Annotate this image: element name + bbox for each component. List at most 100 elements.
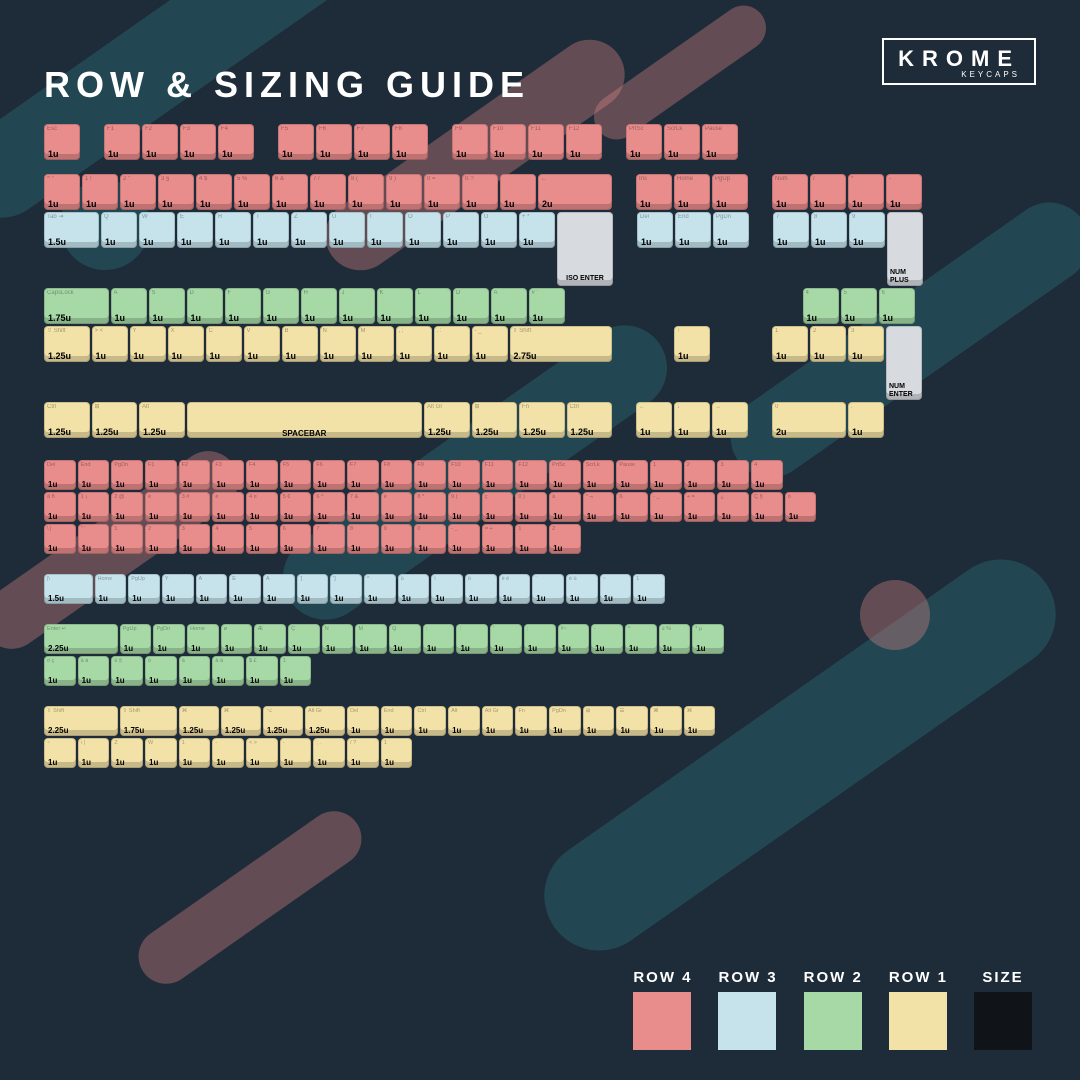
keycap: S1u [149, 288, 185, 324]
keycap: < >1u [246, 738, 278, 768]
keycap: Pause1u [616, 460, 648, 490]
keycap: ¿1u [717, 492, 749, 522]
keycap: è é1u [499, 574, 531, 604]
keycap: ä1u [179, 656, 211, 686]
legend-label: SIZE [974, 969, 1032, 986]
keycap: ç1u [482, 492, 514, 522]
keycap: Alt Gr1u [482, 706, 514, 736]
keycap: Tab ⇥1.5u [44, 212, 99, 248]
keycap: 41u [212, 524, 244, 554]
keycap: ↑1u [674, 326, 710, 362]
keycap: 51u [246, 524, 278, 554]
keycap: \ |1u [78, 738, 110, 768]
keycap: N1u [320, 326, 356, 362]
keycap: 9 )1u [386, 174, 422, 210]
keycap: 7 &1u [347, 492, 379, 522]
keycap: * µ1u [692, 624, 724, 654]
keycap: 4 ¤1u [246, 492, 278, 522]
keycap: W1u [145, 738, 177, 768]
keycap: 1 ¡1u [78, 492, 110, 522]
keycap: À1u [196, 574, 228, 604]
keycap: F61u [316, 124, 352, 160]
keycap: - _1u [650, 492, 682, 522]
keycap: é1u [381, 492, 413, 522]
main-keyboard: Esc1uF11uF21uF31uF41uF51uF61uF71uF81uF91… [44, 124, 1036, 438]
keycap: ⇧ Shift2.25u [44, 706, 118, 736]
keycap: NUM PLUS [887, 212, 923, 286]
keycap: > <1u [92, 326, 128, 362]
keycap: Ins1u [636, 174, 672, 210]
keycap: 11u [772, 326, 808, 362]
keycap: $ £1u [246, 656, 278, 686]
keycap: Ä1u [491, 288, 527, 324]
keycap: '1u [490, 624, 522, 654]
keycap: ⊞1.25u [472, 402, 518, 438]
keycap: F21u [142, 124, 178, 160]
extras-pink: Del1uEnd1uPgDn1uF11uF21uF31uF41uF51uF61u… [44, 460, 1036, 554]
keycap: ~1u [44, 738, 76, 768]
legend-item: ROW 3 [718, 969, 777, 1050]
keycap: Home1u [187, 624, 219, 654]
keycap: ü §1u [111, 656, 143, 686]
keycap: F71u [347, 460, 379, 490]
keycap: ←2u [538, 174, 612, 210]
keycap: 6 ^1u [313, 492, 345, 522]
keycap: PgDn1u [111, 460, 143, 490]
keycap: Del1u [44, 460, 76, 490]
keycap: PgUp1u [128, 574, 160, 604]
keycap: à1u [549, 492, 581, 522]
keycap: 21u [810, 326, 846, 362]
keycap: H1u [301, 288, 337, 324]
keycap: ;1u [524, 624, 556, 654]
keycap: ScrLk1u [664, 124, 700, 160]
brand-name: KROME [898, 46, 1020, 72]
keycap: V1u [244, 326, 280, 362]
keycap: F111u [482, 460, 514, 490]
keycap: 0 =1u [424, 174, 460, 210]
keycap: = +1u [482, 524, 514, 554]
keycap: ~1u [600, 574, 632, 604]
keycap: ä à1u [78, 656, 110, 686]
keycap: PgDn1u [549, 706, 581, 736]
keycap: Æ1u [254, 624, 286, 654]
keycap: T1u [253, 212, 289, 248]
keycap: - _1u [472, 326, 508, 362]
keycap: Ü1u [481, 212, 517, 248]
keycap: ß ?1u [462, 174, 498, 210]
keycap: 11u [381, 738, 413, 768]
legend-swatch [804, 992, 862, 1050]
keycap: F101u [448, 460, 480, 490]
keycap: 81u [811, 212, 847, 248]
keycap: 8 *1u [414, 492, 446, 522]
legend-item: SIZE [974, 969, 1032, 1050]
keycap: B1u [282, 326, 318, 362]
keycap: X1u [168, 326, 204, 362]
legend-label: ROW 1 [889, 969, 948, 986]
keycap: SPACEBAR [187, 402, 423, 438]
keycap: /1u [810, 174, 846, 210]
legend-item: ROW 1 [889, 969, 948, 1050]
extras-blue: |\1.5uHome1uPgUp1uÝ1uÀ1uÈ1uÅ1u'[1u']1u^1… [44, 574, 1036, 604]
keycap: 4 $1u [196, 174, 232, 210]
keycap: Ç §1u [751, 492, 783, 522]
keycap: PgUp1u [712, 174, 748, 210]
keycap: ⊞1.25u [92, 402, 138, 438]
legend-swatch [718, 992, 776, 1050]
keycap: 8 (1u [348, 174, 384, 210]
keycap: ⇧ Shift2.75u [510, 326, 613, 362]
keycap: 31u [179, 524, 211, 554]
keycap: F81u [381, 460, 413, 490]
keycap: Del1u [347, 706, 379, 736]
keycap: 5 €1u [280, 492, 312, 522]
keycap: 11u [633, 574, 665, 604]
keycap: Ctrl1u [414, 706, 446, 736]
keycap: 3 #1u [179, 492, 211, 522]
keycap: Ý1u [162, 574, 194, 604]
legend-label: ROW 2 [804, 969, 863, 986]
keycap: 61u [280, 524, 312, 554]
keycap: M1u [355, 624, 387, 654]
keycap: F11u [145, 460, 177, 490]
keycap: PgDn1u [153, 624, 185, 654]
keycap: Enter ↵2.25u [44, 624, 118, 654]
keycap: 81u [347, 524, 379, 554]
